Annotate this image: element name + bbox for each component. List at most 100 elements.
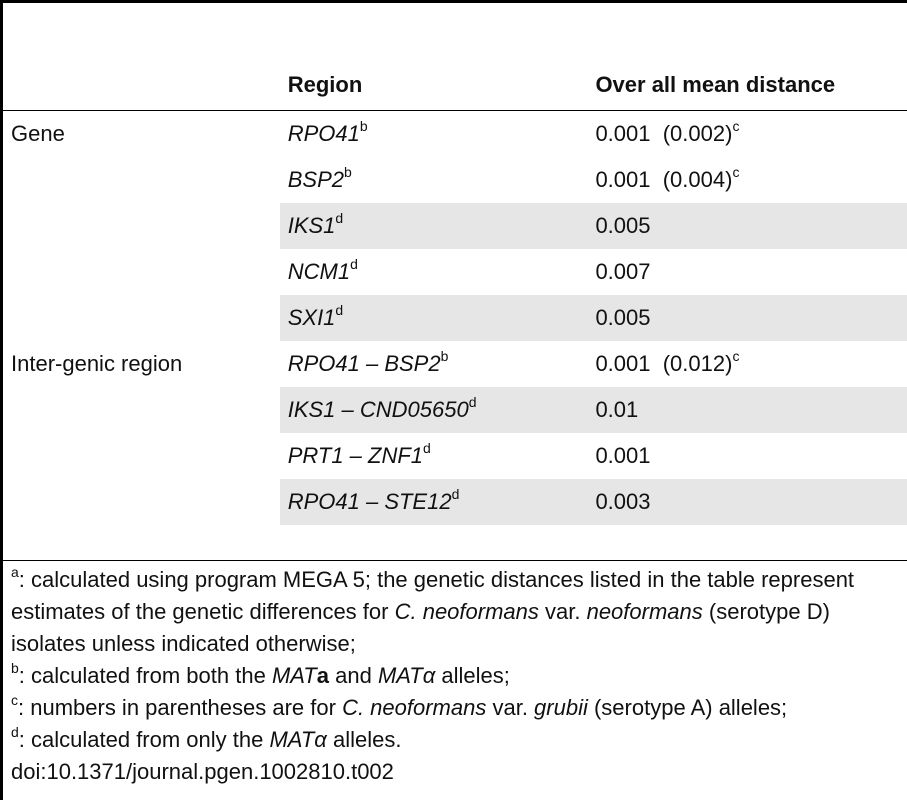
footnote-mark: d [11,723,19,740]
region-name: RPO41 – BSP2 [287,351,441,376]
region-footnote-mark: b [343,163,352,180]
footnote-mark: c [11,691,18,708]
species-name: C. neoformans [342,695,487,720]
table-row: Inter-genic region RPO41 – BSP2b 0.001 (0.… [3,341,907,387]
allele-greek: α [314,727,327,752]
row-category [3,295,280,341]
region-name: SXI1 [287,305,336,330]
region-name: PRT1 – ZNF1 [287,443,424,468]
row-distance: 0.007 [587,249,907,295]
region-footnote-mark: d [335,301,344,318]
footnote-text: var. [486,695,535,720]
table-bottom-rule [3,560,907,561]
row-region: BSP2b [280,157,588,203]
row-distance: 0.001 (0.012)c [587,341,907,387]
row-category [3,387,280,433]
row-region: RPO41 – BSP2b [280,341,588,387]
region-footnote-mark: b [359,117,368,134]
distance-footnote-mark: c [732,347,740,364]
allele-name: MAT [377,663,423,688]
row-category: Inter-genic region [11,351,183,376]
footnote-d: d: calculated from only the MATα alleles… [11,724,901,756]
row-category [3,479,280,525]
distance-footnote-mark: c [732,163,740,180]
row-distance: 0.005 [587,203,907,249]
distance-table: Region Over all mean distance Gene RPO41b… [3,60,907,525]
distance-value: 0.001 [595,443,651,468]
row-distance: 0.005 [587,295,907,341]
row-region: NCM1d [280,249,588,295]
region-name: IKS1 [287,213,336,238]
footnote-text: (serotype A) alleles; [587,695,788,720]
distance-serotype-a: (0.004) [662,167,733,192]
row-category [3,249,280,295]
row-distance: 0.01 [587,387,907,433]
footnote-text: alleles. [326,727,402,752]
distance-value: 0.005 [595,305,651,330]
table-row: RPO41 – STE12d 0.003 [3,479,907,525]
header-category [3,60,280,111]
footnote-text: var. [538,599,587,624]
variety-name: grubii [534,695,588,720]
row-region: RPO41b [280,111,588,158]
table-row: NCM1d 0.007 [3,249,907,295]
footnote-text: : calculated from only the [18,727,270,752]
distance-value: 0.005 [595,213,651,238]
table-footnotes: a: calculated using program MEGA 5; the … [11,564,901,788]
row-category [3,203,280,249]
distance-value: 0.003 [595,489,651,514]
row-category [3,433,280,479]
footnote-b: b: calculated from both the MATa and MAT… [11,660,901,692]
region-name: IKS1 – CND05650 [287,397,469,422]
row-distance: 0.001 [587,433,907,479]
footnote-text: and [329,663,378,688]
row-category [3,157,280,203]
footnote-text: : calculated from both the [18,663,272,688]
footnote-text: (serotype D) isolates unless indicated o… [11,599,830,656]
region-name: NCM1 [287,259,351,284]
table-body: Gene RPO41b 0.001 (0.002)c BSP2b 0.001 (0.00… [3,111,907,525]
footnote-c: c: numbers in parentheses are for C. neo… [11,692,901,724]
variety-name: neoformans [586,599,703,624]
table-row: Gene RPO41b 0.001 (0.002)c [3,111,907,158]
distance-value: 0.001 [595,121,651,146]
footnote-text: : calculated using program MEGA 5; the g… [11,567,855,624]
footnote-text: alleles; [435,663,510,688]
distance-value: 0.001 [595,167,651,192]
row-region: IKS1 – CND05650d [280,387,588,433]
top-rule [3,0,907,3]
species-name: C. neoformans [394,599,539,624]
table-row: BSP2b 0.001 (0.004)c [3,157,907,203]
row-region: PRT1 – ZNF1d [280,433,588,479]
table-row: SXI1d 0.005 [3,295,907,341]
distance-value: 0.001 [595,351,651,376]
region-footnote-mark: d [350,255,358,272]
region-footnote-mark: b [440,347,449,364]
region-footnote-mark: d [335,209,344,226]
allele-name: MAT [269,727,315,752]
region-name: BSP2 [287,167,344,192]
table-row: PRT1 – ZNF1d 0.001 [3,433,907,479]
doi-line[interactable]: doi:10.1371/journal.pgen.1002810.t002 [11,759,394,784]
region-name: RPO41 [287,121,360,146]
row-region: IKS1d [280,203,588,249]
allele-letter: a [316,663,329,688]
distance-value: 0.01 [595,397,639,422]
table-row: IKS1d 0.005 [3,203,907,249]
header-distance: Over all mean distance [595,72,836,97]
header-region: Region [287,72,363,97]
allele-greek: α [422,663,436,688]
distance-footnote-mark: c [732,117,740,134]
allele-name: MAT [271,663,317,688]
footnote-a: a: calculated using program MEGA 5; the … [11,564,901,660]
footnote-mark: a [11,563,19,580]
row-distance: 0.003 [587,479,907,525]
table-header-row: Region Over all mean distance [3,60,907,111]
footnote-mark: b [11,659,19,676]
row-distance: 0.001 (0.004)c [587,157,907,203]
distance-serotype-a: (0.012) [662,351,733,376]
table-row: IKS1 – CND05650d 0.01 [3,387,907,433]
row-distance: 0.001 (0.002)c [587,111,907,158]
region-name: RPO41 – STE12 [287,489,452,514]
region-footnote-mark: d [451,485,460,502]
